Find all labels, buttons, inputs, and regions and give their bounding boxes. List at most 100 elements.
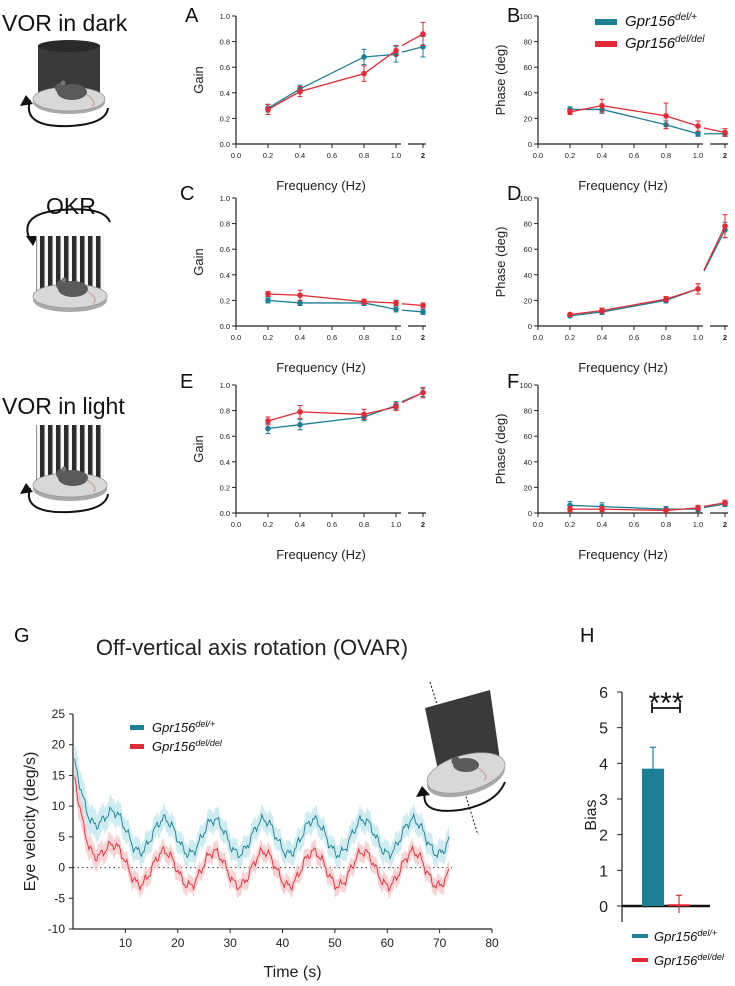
series-line-0 (267, 53, 397, 109)
mean-trace-1 (74, 776, 450, 893)
y-tick-label: -10 (48, 922, 66, 936)
data-point (567, 506, 573, 512)
x-axis-label: Frequency (Hz) (276, 547, 366, 562)
panel-letter-e: E (180, 371, 193, 393)
y-tick-label: 0.6 (220, 245, 230, 254)
y-axis-label: Phase (deg) (493, 45, 508, 116)
y-tick-label: 40 (524, 89, 532, 98)
okr-illustration (26, 208, 111, 312)
data-point (567, 109, 573, 115)
x-tick-label: 0.8 (661, 333, 671, 342)
legend-swatch-del (595, 41, 617, 47)
x-tick-label: 0.0 (231, 151, 241, 160)
series-line-0 (267, 404, 397, 430)
y-tick-label: 60 (524, 63, 532, 72)
legend-bias: Gpr156del/+ Gpr156del/del (632, 928, 725, 968)
data-point (393, 403, 399, 410)
series-line-segment-0 (401, 309, 424, 313)
data-point (420, 389, 426, 396)
y-tick-label: 20 (524, 114, 532, 123)
x-tick-label: 1.0 (693, 333, 703, 342)
y-tick-label: 0.2 (220, 296, 230, 305)
data-point (393, 47, 399, 54)
series-line-segment-1 (703, 127, 726, 134)
chart-panel-h: 0 1 2 3 4 5 6 Bias *** (583, 685, 710, 922)
legend-swatch-het (595, 19, 617, 25)
legend-swatch-het (632, 934, 648, 938)
y-tick-label: 100 (519, 194, 532, 203)
y-tick-label: 0.0 (220, 509, 230, 518)
x-tick-label: 0.4 (295, 520, 305, 529)
series-line-0 (570, 108, 699, 135)
x-tick-label: 10 (119, 936, 133, 950)
x-tick-label: 0.8 (661, 151, 671, 160)
series-line-segment-0 (703, 229, 726, 272)
y-tick-label: 0.8 (220, 38, 230, 47)
x-tick-label: 0.2 (565, 520, 575, 529)
x-tick-label: 30 (223, 936, 237, 950)
panel-letter-b: B (507, 5, 520, 27)
data-point (265, 106, 271, 113)
series-line-segment-1 (401, 303, 424, 307)
y-tick-label: 0.2 (220, 483, 230, 492)
y-tick-label: 60 (524, 245, 532, 254)
y-axis-label: Bias (583, 799, 600, 830)
row-label-vor-light: VOR in light (2, 393, 125, 419)
y-tick-label: 20 (52, 738, 66, 752)
x-tick-label: 0.8 (661, 520, 671, 529)
panel-letter-a: A (185, 5, 199, 27)
series-line-segment-1 (401, 392, 424, 404)
panel-letter-c: C (180, 183, 194, 205)
y-tick-label: 15 (52, 768, 66, 782)
data-point (265, 425, 271, 432)
x-tick-label: 2 (421, 520, 425, 529)
arrowhead-icon (26, 236, 38, 246)
significance-stars: *** (648, 687, 683, 720)
x-tick-label: 60 (381, 936, 395, 950)
x-tick-label: 0.6 (629, 520, 639, 529)
x-tick-label: 0.0 (231, 333, 241, 342)
arrowhead-icon (416, 786, 430, 797)
x-tick-label: 0.8 (359, 333, 369, 342)
chart-panel-a: 0.0 0.2 0.4 0.6 0.8 1.0 0.0 0.2 0.4 0.6 0.8 1.0 2 Fre… (191, 12, 426, 193)
legend-label-het: Gpr156del/+ (152, 719, 215, 735)
y-axis-label: Phase (deg) (493, 414, 508, 485)
vor-dark-illustration (20, 40, 109, 128)
data-point (361, 298, 367, 305)
row-label-vor-dark: VOR in dark (2, 10, 128, 36)
x-tick-label: 0.2 (263, 333, 273, 342)
panel-letter-f: F (507, 371, 519, 393)
x-tick-label: 1.0 (693, 151, 703, 160)
x-tick-label: 0.6 (327, 151, 337, 160)
y-tick-label: 1.0 (220, 12, 230, 21)
x-tick-label: 0.0 (231, 520, 241, 529)
x-tick-label: 0.2 (565, 333, 575, 342)
y-tick-label: 80 (524, 38, 532, 47)
arrowhead-icon (20, 95, 33, 106)
y-tick-label: 0.6 (220, 63, 230, 72)
x-tick-label: 2 (421, 151, 425, 160)
x-tick-label: 2 (723, 520, 727, 529)
y-tick-label: 25 (52, 707, 66, 721)
sem-band-0 (74, 739, 450, 870)
data-point (695, 505, 701, 511)
series-line-segment-1 (401, 33, 424, 47)
legend-ovar: Gpr156del/+ Gpr156del/del (130, 719, 223, 754)
y-axis-label: Gain (191, 248, 206, 275)
x-tick-label: 70 (433, 936, 447, 950)
y-tick-label: 2 (599, 828, 608, 845)
y-tick-label: 4 (599, 756, 608, 773)
y-tick-label: 0.0 (220, 322, 230, 331)
x-axis-label: Frequency (Hz) (276, 360, 366, 375)
data-point (297, 88, 303, 95)
series-line-1 (267, 293, 397, 304)
y-tick-label: 40 (524, 458, 532, 467)
legend-swatch-het (130, 725, 144, 730)
panel-letter-d: D (507, 183, 521, 205)
bar-0 (642, 768, 664, 906)
y-tick-label: 0.6 (220, 432, 230, 441)
x-tick-label: 0.6 (327, 333, 337, 342)
chart-panel-e: 0.0 0.2 0.4 0.6 0.8 1.0 0.0 0.2 0.4 0.6 0.8 1.0 2 Fre… (191, 381, 426, 562)
x-tick-label: 0.2 (263, 151, 273, 160)
y-tick-label: 10 (52, 799, 66, 813)
